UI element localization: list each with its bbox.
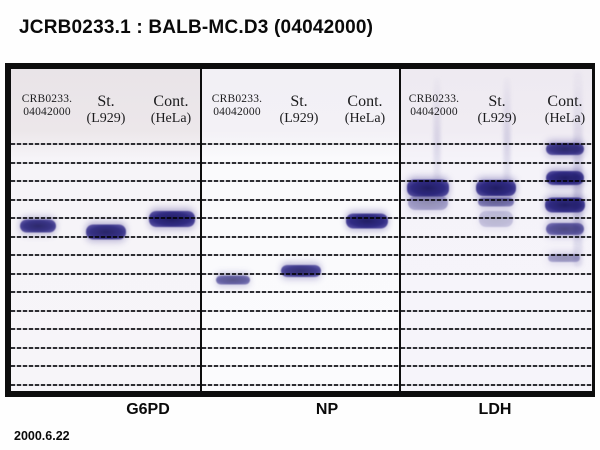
ruled-line <box>401 328 592 330</box>
gel-band <box>346 213 388 229</box>
lane-label-0: CRB0233. 04042000 <box>409 93 460 119</box>
gel-panel-np: CRB0233. 04042000 St. (L929) Cont. (HeLa) <box>202 69 399 391</box>
gel-band <box>545 197 585 213</box>
lane-label-1: St. (L929) <box>280 93 319 127</box>
lane-label-line2: 04042000 <box>23 105 71 118</box>
lane-label-line2: (L929) <box>279 110 319 126</box>
ruled-line <box>11 328 200 330</box>
ruled-line <box>202 198 399 201</box>
ruled-line <box>401 365 592 367</box>
enzyme-label-g6pd: G6PD <box>126 401 170 418</box>
ruled-line <box>202 309 399 312</box>
ruled-line <box>401 235 592 238</box>
gel-image: CRB0233. 04042000 St. (L929) Cont. (HeLa) CRB0… <box>5 63 595 397</box>
lane-label-0: CRB0233. 04042000 <box>212 93 263 119</box>
gel-band <box>546 171 584 185</box>
gel-band <box>408 196 448 210</box>
gel-panel-ldh: CRB0233. 04042000 St. (L929) Cont. (HeLa) <box>401 69 592 391</box>
ruled-line <box>202 328 399 330</box>
ruled-line <box>11 309 200 312</box>
lane-label-1: St. (L929) <box>87 93 126 127</box>
lane-label-1: St. (L929) <box>478 93 517 127</box>
lane-label-2: Cont. (HeLa) <box>545 93 585 127</box>
ruled-line <box>202 291 399 293</box>
gel-band <box>546 223 584 235</box>
lane-label-line2: 04042000 <box>213 105 261 118</box>
ruled-line <box>401 272 592 275</box>
enzyme-label-np: NP <box>315 401 339 418</box>
gel-band <box>476 180 516 196</box>
lane-label-line2: 04042000 <box>410 105 458 118</box>
lane-label-line1: St. <box>97 93 115 110</box>
ruled-line <box>202 254 399 256</box>
lane-label-line2: (HeLa) <box>150 110 192 126</box>
lane-label-line2: (L929) <box>86 110 126 126</box>
ruled-line <box>401 254 592 256</box>
gel-band <box>281 265 321 277</box>
gel-band <box>407 179 449 197</box>
lane-label-line1: St. <box>488 93 506 110</box>
ruled-line <box>401 346 592 349</box>
gel-band <box>149 211 195 227</box>
ruled-line <box>11 254 200 256</box>
lane-label-line2: (L929) <box>477 110 517 126</box>
ruled-line <box>11 180 200 182</box>
ruled-line <box>11 346 200 349</box>
gel-band <box>546 143 584 155</box>
lane-label-line1: CRB0233. <box>408 93 460 105</box>
ruled-line <box>202 235 399 238</box>
gel-band <box>216 275 250 285</box>
lane-label-line1: St. <box>290 93 308 110</box>
gel-band <box>478 197 514 207</box>
gel-streak <box>573 71 583 267</box>
ruled-line <box>11 383 200 386</box>
ruled-line <box>202 161 399 164</box>
ruled-line <box>11 365 200 367</box>
lane-label-2: Cont. (HeLa) <box>151 93 191 127</box>
ruled-line <box>202 383 399 386</box>
ruled-line <box>401 383 592 386</box>
lane-label-line2: (HeLa) <box>344 110 386 126</box>
lane-label-2: Cont. (HeLa) <box>345 93 385 127</box>
lane-label-line1: Cont. <box>347 93 383 110</box>
ruled-line <box>401 143 592 145</box>
ruled-line <box>401 217 592 219</box>
ruled-line <box>202 143 399 145</box>
enzyme-label-ldh: LDH <box>478 401 512 418</box>
ruled-line <box>401 309 592 312</box>
gel-band <box>20 219 56 233</box>
gel-streak <box>433 77 441 182</box>
ruled-line <box>401 161 592 164</box>
ruled-line <box>202 346 399 349</box>
date-label: 2000.6.22 <box>14 429 70 443</box>
page-title: JCRB0233.1 : BALB-MC.D3 (04042000) <box>19 17 374 38</box>
ruled-line <box>11 143 200 145</box>
ruled-line <box>11 161 200 164</box>
gel-band <box>479 211 513 227</box>
gel-band <box>86 224 126 240</box>
ruled-line <box>202 217 399 219</box>
gel-panel-g6pd: CRB0233. 04042000 St. (L929) Cont. (HeLa) <box>11 69 200 391</box>
gel-band <box>548 254 580 262</box>
ruled-line <box>11 291 200 293</box>
ruled-line <box>11 217 200 219</box>
lane-label-line2: (HeLa) <box>544 110 586 126</box>
lane-label-line1: Cont. <box>153 93 189 110</box>
ruled-line <box>401 291 592 293</box>
ruled-line <box>11 198 200 201</box>
lane-label-line1: Cont. <box>547 93 583 110</box>
lane-label-0: CRB0233. 04042000 <box>22 93 73 119</box>
ruled-line <box>202 180 399 182</box>
ruled-line <box>202 365 399 367</box>
gel-streak <box>503 77 511 182</box>
lane-label-line1: CRB0233. <box>211 93 263 105</box>
ruled-line <box>11 272 200 275</box>
lane-label-line1: CRB0233. <box>21 93 73 105</box>
